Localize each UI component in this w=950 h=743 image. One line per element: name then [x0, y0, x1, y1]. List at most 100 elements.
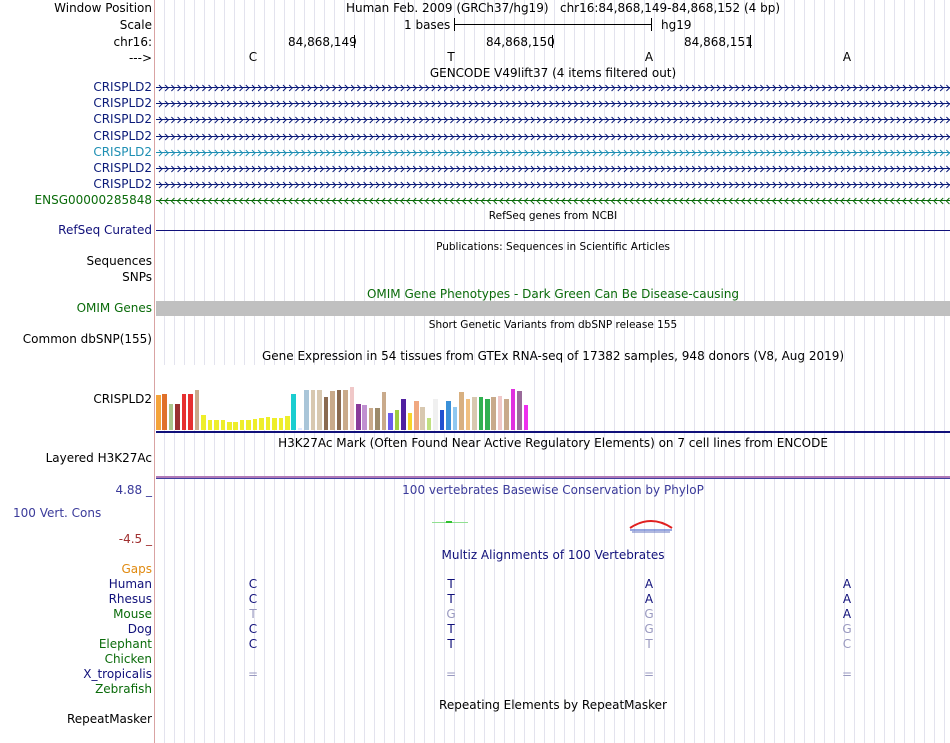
- gtex-tissue-bar[interactable]: [304, 390, 309, 430]
- gencode-item-label[interactable]: CRISPLD2: [93, 177, 152, 192]
- gtex-tissue-bar[interactable]: [239, 420, 245, 430]
- gencode-item-line[interactable]: [156, 103, 950, 105]
- gencode-item-line[interactable]: [156, 151, 950, 153]
- h3k27ac-track-title[interactable]: H3K27Ac Mark (Often Found Near Active Re…: [278, 436, 828, 450]
- dbsnp-label[interactable]: Common dbSNP(155): [22, 332, 152, 346]
- gencode-item-label[interactable]: ENSG00000285848: [34, 193, 152, 208]
- gtex-tissue-bar[interactable]: [226, 422, 232, 430]
- gtex-tissue-bar[interactable]: [285, 416, 290, 430]
- gtex-tissue-bar[interactable]: [194, 390, 200, 430]
- gtex-label[interactable]: CRISPLD2: [93, 392, 152, 406]
- gtex-tissue-bar[interactable]: [362, 405, 367, 430]
- gtex-tissue-bar[interactable]: [472, 397, 477, 430]
- species-label[interactable]: Mouse: [113, 607, 152, 621]
- species-label[interactable]: Elephant: [98, 637, 152, 651]
- gtex-tissue-bar[interactable]: [426, 418, 432, 430]
- gtex-tissue-bar[interactable]: [381, 392, 387, 430]
- phylop-label[interactable]: 100 Vert. Cons: [13, 506, 102, 520]
- gencode-item-label[interactable]: CRISPLD2: [93, 96, 152, 111]
- gencode-item-line[interactable]: [156, 119, 950, 121]
- species-label[interactable]: Chicken: [104, 652, 152, 666]
- gtex-tissue-bar[interactable]: [375, 408, 380, 430]
- gtex-tissue-bar[interactable]: [491, 397, 496, 430]
- position-text[interactable]: chr16:84,868,149-84,868,152 (4 bp): [559, 1, 781, 15]
- gencode-item-line[interactable]: [156, 87, 950, 88]
- gtex-tissue-bar[interactable]: [214, 420, 219, 430]
- gtex-tissue-bar[interactable]: [201, 415, 206, 430]
- gencode-item-label[interactable]: CRISPLD2: [93, 128, 152, 143]
- species-label[interactable]: Human: [108, 577, 152, 591]
- gtex-tissue-bar[interactable]: [465, 399, 471, 430]
- gencode-item-line[interactable]: [156, 135, 950, 137]
- species-label[interactable]: Rhesus: [108, 592, 152, 606]
- gtex-tissue-bar[interactable]: [484, 399, 490, 430]
- gtex-tissue-bar[interactable]: [188, 394, 193, 430]
- snps-label[interactable]: SNPs: [122, 270, 152, 284]
- species-label[interactable]: Dog: [127, 622, 152, 636]
- repeatmasker-track-title[interactable]: Repeating Elements by RepeatMasker: [439, 698, 667, 712]
- gtex-tissue-bar[interactable]: [278, 418, 284, 430]
- gtex-tissue-bar[interactable]: [446, 401, 451, 430]
- gtex-tissue-bar[interactable]: [323, 397, 329, 430]
- gtex-tissue-bar[interactable]: [265, 417, 271, 430]
- gencode-item-line[interactable]: [156, 168, 950, 169]
- gtex-tissue-bar[interactable]: [336, 390, 342, 430]
- gtex-track-title[interactable]: Gene Expression in 54 tissues from GTEx …: [261, 349, 845, 363]
- gtex-tissue-bar[interactable]: [162, 394, 168, 430]
- gtex-tissue-bar[interactable]: [523, 405, 529, 430]
- h3k27ac-label[interactable]: Layered H3K27Ac: [45, 451, 152, 465]
- gencode-track-title[interactable]: GENCODE V49lift37 (4 items filtered out): [429, 66, 677, 80]
- gtex-tissue-bar[interactable]: [420, 407, 426, 430]
- gtex-tissue-bar[interactable]: [207, 420, 213, 430]
- gtex-tissue-bar[interactable]: [459, 392, 464, 430]
- omim-track-title[interactable]: OMIM Gene Phenotypes - Dark Green Can Be…: [366, 287, 740, 301]
- multiz-track-title[interactable]: Multiz Alignments of 100 Vertebrates: [441, 548, 665, 562]
- refseq-track-title[interactable]: RefSeq genes from NCBI: [488, 210, 618, 222]
- publications-track-title[interactable]: Publications: Sequences in Scientific Ar…: [436, 241, 670, 253]
- gtex-tissue-bar[interactable]: [407, 413, 413, 430]
- repeatmasker-label[interactable]: RepeatMasker: [66, 712, 152, 726]
- gtex-tissue-bar[interactable]: [368, 408, 374, 430]
- gtex-tissue-bar[interactable]: [168, 404, 174, 430]
- refseq-label[interactable]: RefSeq Curated: [58, 223, 152, 237]
- omim-feature-bar[interactable]: [156, 301, 950, 316]
- gtex-tissue-bar[interactable]: [452, 407, 458, 430]
- gencode-item-line[interactable]: [156, 200, 950, 202]
- gtex-tissue-bar[interactable]: [510, 389, 516, 430]
- gtex-tissue-bar[interactable]: [181, 394, 187, 430]
- gtex-tissue-bar[interactable]: [349, 387, 355, 430]
- gtex-tissue-bar[interactable]: [252, 419, 258, 430]
- gtex-tissue-bar[interactable]: [497, 396, 503, 430]
- gtex-tissue-bar[interactable]: [156, 395, 161, 430]
- gtex-tissue-bar[interactable]: [297, 428, 303, 430]
- gtex-tissue-bar[interactable]: [394, 410, 400, 430]
- gtex-tissue-bar[interactable]: [401, 399, 406, 430]
- gtex-tissue-bar[interactable]: [355, 404, 361, 430]
- gtex-tissue-bar[interactable]: [504, 399, 509, 430]
- gencode-item-label[interactable]: CRISPLD2: [93, 144, 152, 159]
- gtex-tissue-bar[interactable]: [233, 422, 238, 430]
- gtex-tissue-bar[interactable]: [517, 391, 522, 430]
- gtex-tissue-bar[interactable]: [414, 401, 419, 430]
- gencode-item-label[interactable]: CRISPLD2: [93, 161, 152, 175]
- species-label[interactable]: X_tropicalis: [83, 667, 152, 681]
- gtex-tissue-bar[interactable]: [220, 420, 226, 430]
- gtex-tissue-bar[interactable]: [246, 420, 251, 430]
- gtex-tissue-bar[interactable]: [175, 404, 180, 430]
- gtex-tissue-bar[interactable]: [478, 397, 484, 430]
- gtex-tissue-bar[interactable]: [317, 390, 322, 430]
- gtex-tissue-bar[interactable]: [310, 390, 316, 430]
- omim-label[interactable]: OMIM Genes: [76, 301, 152, 315]
- gtex-tissue-bar[interactable]: [272, 418, 277, 430]
- gtex-tissue-bar[interactable]: [388, 413, 393, 430]
- gencode-item-label[interactable]: CRISPLD2: [93, 112, 152, 127]
- dbsnp-track-title[interactable]: Short Genetic Variants from dbSNP releas…: [428, 319, 678, 331]
- gtex-tissue-bar[interactable]: [291, 394, 297, 430]
- gencode-item-label[interactable]: CRISPLD2: [93, 80, 152, 94]
- refseq-gene-line[interactable]: [156, 230, 950, 231]
- gtex-tissue-bar[interactable]: [330, 391, 335, 430]
- gtex-tissue-bar[interactable]: [343, 390, 348, 430]
- gencode-item-line[interactable]: [156, 184, 950, 186]
- species-label[interactable]: Zebrafish: [95, 682, 152, 696]
- gtex-tissue-bar[interactable]: [259, 418, 264, 430]
